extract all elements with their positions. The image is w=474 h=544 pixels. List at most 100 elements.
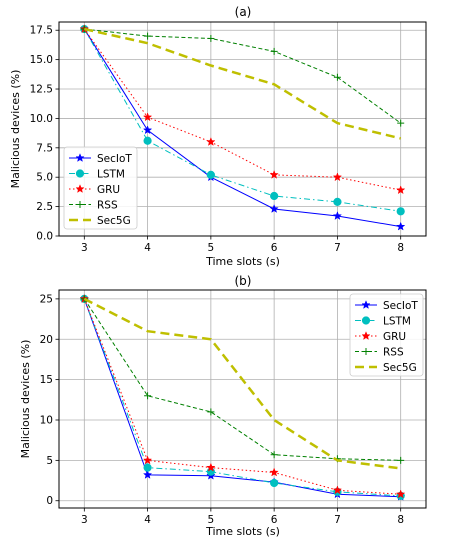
legend-item-lstm: LSTM <box>355 315 411 327</box>
panel-a-plot-frame <box>58 21 427 237</box>
legend-label-lstm: LSTM <box>383 315 411 327</box>
panel-b-y-ticks: 0 5 10 15 20 25 <box>40 293 59 507</box>
legend-label-lstm: LSTM <box>97 168 125 180</box>
x-tick-label: 7 <box>334 514 341 526</box>
panel-a-y-axis-label: Malicious devices (%) <box>9 70 22 189</box>
x-tick-label: 6 <box>271 514 278 526</box>
data-point-rss <box>207 408 215 416</box>
x-tick-label: 4 <box>144 514 151 526</box>
legend-box <box>63 146 138 230</box>
data-point-gru <box>206 462 216 472</box>
x-tick-label: 6 <box>271 242 278 254</box>
panel-b-x-axis-label: Time slots (s) <box>205 525 280 538</box>
data-point-lstm <box>206 170 215 179</box>
series-line-lstm <box>83 28 401 212</box>
series-line-sec5g <box>83 297 401 470</box>
y-tick-label: 7.5 <box>36 142 53 154</box>
y-tick-label: 0 <box>46 495 53 507</box>
data-point-seciot <box>396 221 406 231</box>
series-line-rss <box>84 28 401 124</box>
y-tick-label: 0.0 <box>36 231 53 243</box>
panel-a-legend: SecIoT LSTM GRU RSS Sec5G <box>63 146 138 230</box>
series-line-sec5g <box>84 27 401 140</box>
legend-marker-rss <box>76 201 84 208</box>
legend-marker-seciot <box>75 153 85 162</box>
series-line-gru <box>83 298 401 495</box>
legend-label-seciot: SecIoT <box>97 153 132 165</box>
legend-marker-seciot <box>361 300 371 309</box>
x-tick-label: 3 <box>81 514 88 526</box>
legend-item-sec5g: Sec5G <box>355 362 417 374</box>
series-line-gru <box>83 28 401 191</box>
data-point-gru <box>206 137 216 146</box>
data-point-lstm <box>270 478 279 488</box>
panel-a-series <box>79 24 406 231</box>
y-tick-label: 12.5 <box>30 84 53 96</box>
data-point-lstm <box>396 207 405 216</box>
x-tick-label: 5 <box>208 514 215 526</box>
data-point-rss <box>270 451 278 459</box>
panel-a-title: (a) <box>235 5 252 19</box>
legend-marker-rss <box>362 348 370 355</box>
legend-marker-gru <box>75 184 85 193</box>
legend-label-gru: GRU <box>97 184 120 196</box>
data-point-seciot <box>142 469 153 479</box>
panel-b-plot-frame <box>58 289 427 509</box>
data-point-seciot <box>332 211 343 220</box>
data-point-lstm <box>333 197 342 207</box>
legend-label-gru: GRU <box>383 331 406 343</box>
legend-item-seciot: SecIoT <box>69 153 132 165</box>
data-point-gru <box>332 485 343 495</box>
y-tick-label: 17.5 <box>30 25 53 37</box>
y-tick-label: 15 <box>40 374 53 386</box>
legend-label-seciot: SecIoT <box>383 300 418 312</box>
panel-a-x-axis-label: Time slots (s) <box>205 255 280 268</box>
data-point-rss <box>144 32 152 40</box>
x-tick-label: 7 <box>334 242 341 254</box>
legend-label-rss: RSS <box>383 346 404 358</box>
x-tick-label: 4 <box>144 242 151 254</box>
panel-b: (b) 0 5 10 15 20 25 3 4 5 6 7 8 Time slots (s) Mal… <box>19 274 427 538</box>
legend-label-rss: RSS <box>97 199 118 211</box>
series-lstm <box>80 294 405 500</box>
y-tick-label: 10 <box>40 414 53 426</box>
legend-marker-lstm <box>361 316 371 325</box>
data-point-rss <box>397 119 405 127</box>
data-point-rss <box>270 47 278 55</box>
legend-item-lstm: LSTM <box>69 168 125 180</box>
data-point-gru <box>396 489 406 499</box>
legend-item-gru: GRU <box>355 331 406 343</box>
legend-label-sec5g: Sec5G <box>97 215 131 227</box>
data-point-rss <box>207 34 215 42</box>
data-point-gru <box>332 172 343 182</box>
y-tick-label: 15.0 <box>30 54 53 66</box>
data-point-gru <box>269 169 279 179</box>
series-line-seciot <box>83 28 401 228</box>
data-point-rss <box>397 456 405 464</box>
data-point-gru <box>142 112 153 122</box>
series-sec5g <box>83 297 401 470</box>
panel-b-y-axis-label: Malicious devices (%) <box>19 340 32 459</box>
y-tick-label: 20 <box>40 334 53 346</box>
y-tick-label: 2.5 <box>36 201 53 213</box>
y-tick-label: 5.0 <box>36 172 53 184</box>
y-tick-label: 25 <box>40 293 53 305</box>
legend-item-seciot: SecIoT <box>355 300 418 312</box>
panel-b-x-ticks: 3 4 5 6 7 8 <box>81 508 404 526</box>
data-point-rss <box>144 392 152 400</box>
data-point-seciot <box>142 125 153 135</box>
data-point-gru <box>269 467 279 477</box>
data-point-lstm <box>270 191 279 201</box>
data-point-lstm <box>143 463 152 472</box>
data-point-lstm <box>143 136 152 145</box>
x-tick-label: 5 <box>208 242 215 254</box>
panel-b-title: (b) <box>235 274 252 288</box>
series-sec5g <box>84 27 401 140</box>
x-tick-label: 8 <box>397 514 404 526</box>
data-point-rss <box>333 73 341 81</box>
legend-item-gru: GRU <box>69 184 120 196</box>
data-point-seciot <box>269 204 279 213</box>
series-line-seciot <box>83 298 401 498</box>
